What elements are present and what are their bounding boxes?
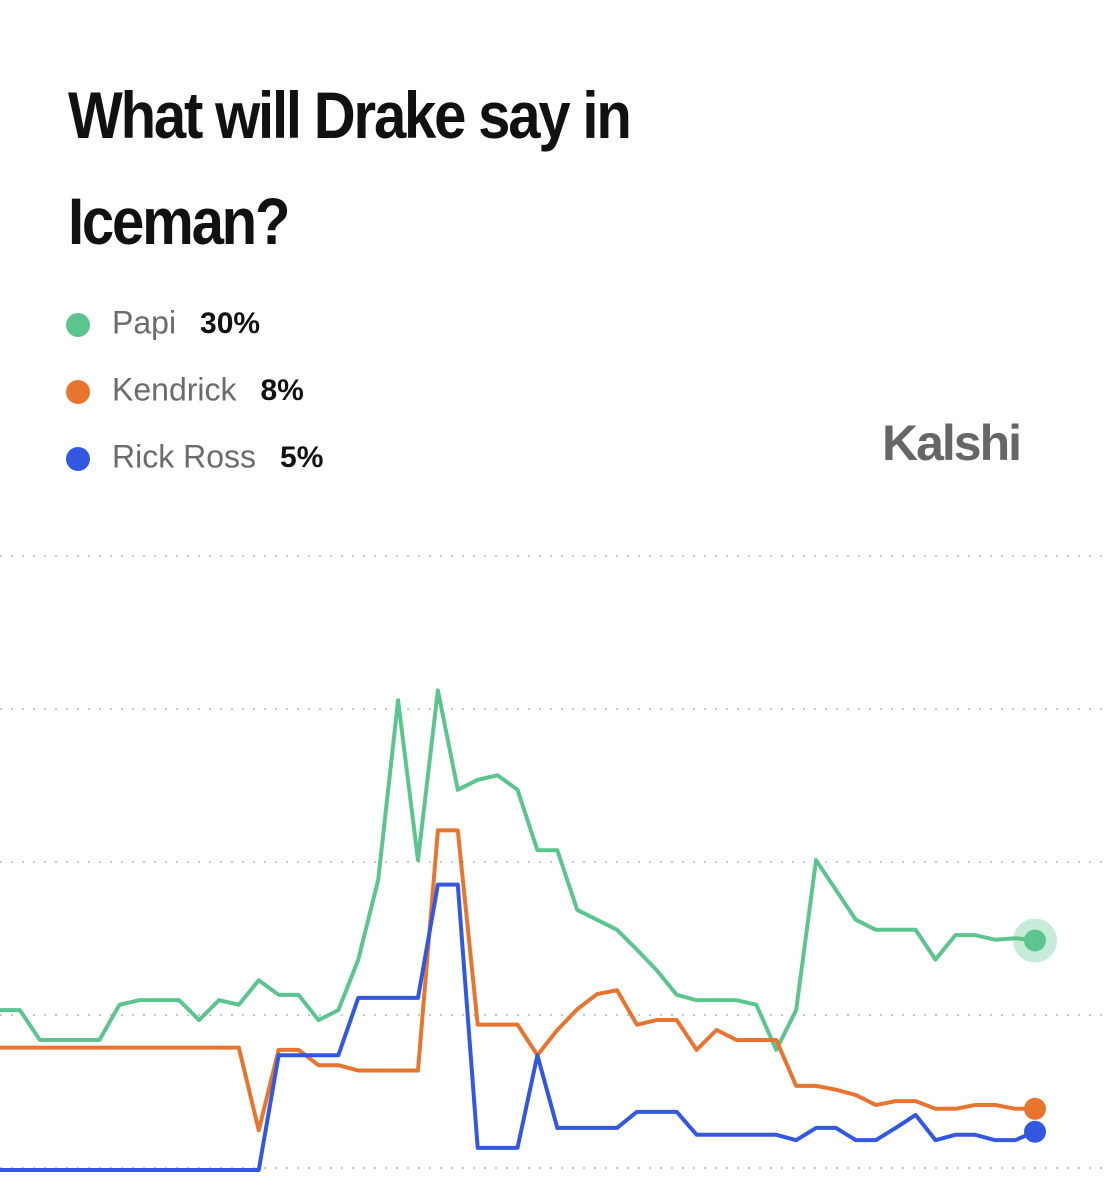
brand-logo: Kalshi — [882, 415, 1022, 471]
legend-marker — [66, 447, 90, 471]
legend-marker — [66, 313, 90, 337]
end-point — [1024, 929, 1046, 952]
legend-label: Papi — [112, 304, 176, 340]
legend-value: 30% — [200, 307, 260, 340]
series-line — [0, 688, 1036, 1052]
series-line — [0, 828, 1035, 1133]
end-point — [1024, 1097, 1046, 1120]
legend-marker — [66, 380, 90, 404]
legend-value: 5% — [280, 441, 323, 474]
legend-label: Rick Ross — [112, 438, 256, 474]
legend-label: Kendrick — [112, 371, 238, 407]
chart-title: What will Drake say in Iceman? — [68, 78, 632, 258]
end-point — [1024, 1120, 1046, 1143]
series-line — [0, 882, 1036, 1172]
legend-value: 8% — [261, 374, 304, 407]
